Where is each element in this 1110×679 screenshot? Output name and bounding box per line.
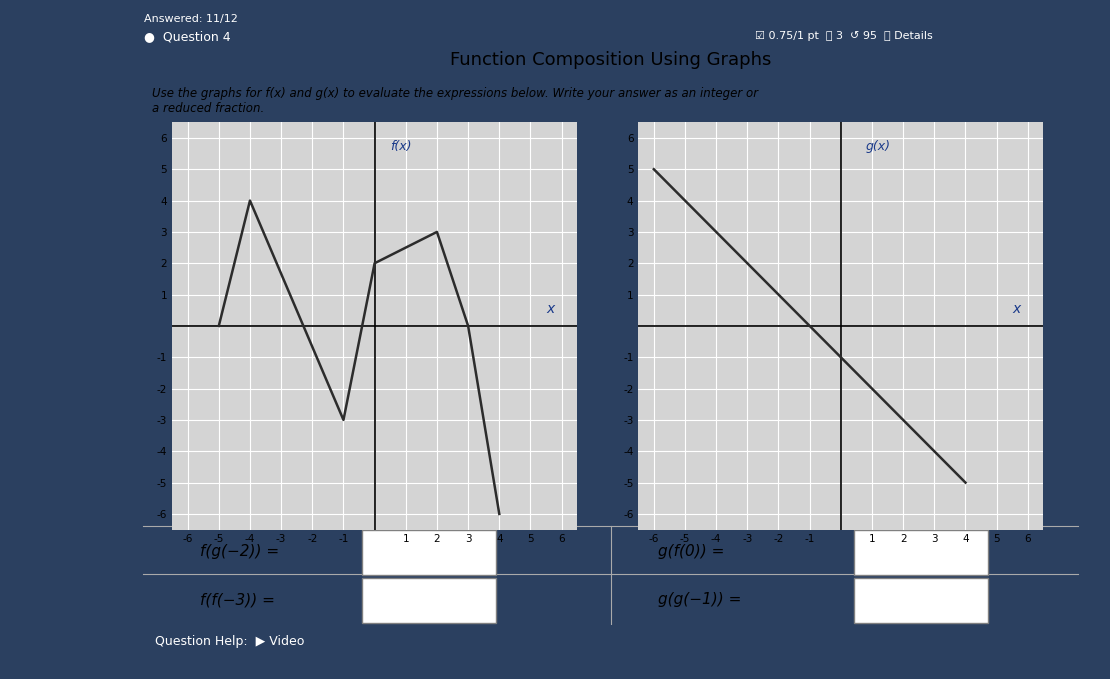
- Text: Function Composition Using Graphs: Function Composition Using Graphs: [450, 51, 771, 69]
- Text: g(g(−1)) =: g(g(−1)) =: [658, 592, 741, 607]
- Text: f(f(−3)) =: f(f(−3)) =: [200, 592, 275, 607]
- Text: f(g(−2)) =: f(g(−2)) =: [200, 544, 279, 559]
- Text: Answered: 11/12: Answered: 11/12: [144, 14, 239, 24]
- Text: ●  Question 4: ● Question 4: [144, 31, 231, 43]
- Text: Use the graphs for f(x) and g(x) to evaluate the expressions below. Write your a: Use the graphs for f(x) and g(x) to eval…: [152, 87, 758, 115]
- Text: x: x: [546, 302, 554, 316]
- FancyBboxPatch shape: [362, 578, 496, 623]
- FancyBboxPatch shape: [854, 578, 988, 623]
- Text: g(f(0)) =: g(f(0)) =: [658, 544, 725, 559]
- Text: g(x): g(x): [866, 141, 890, 153]
- Text: x: x: [1012, 302, 1020, 316]
- Text: f(x): f(x): [391, 141, 412, 153]
- FancyBboxPatch shape: [362, 530, 496, 575]
- Text: ☑ 0.75/1 pt  ⏱ 3  ↺ 95  ⓘ Details: ☑ 0.75/1 pt ⏱ 3 ↺ 95 ⓘ Details: [755, 31, 932, 41]
- FancyBboxPatch shape: [854, 530, 988, 575]
- Text: Question Help:  ▶ Video: Question Help: ▶ Video: [155, 635, 305, 648]
